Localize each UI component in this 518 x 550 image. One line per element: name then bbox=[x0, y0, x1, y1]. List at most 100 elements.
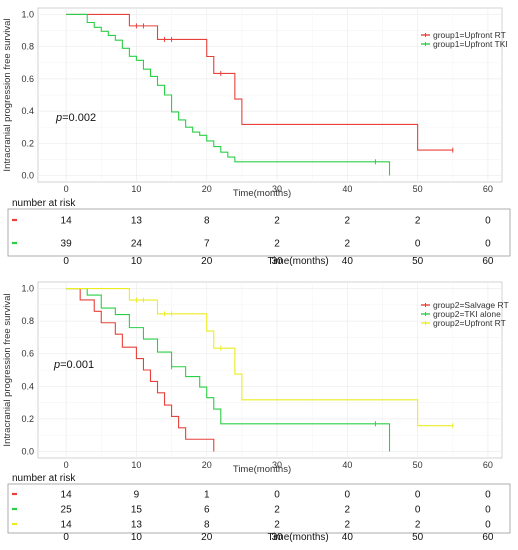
x-tick-label: 20 bbox=[202, 184, 212, 194]
x-axis-title: Time(months) bbox=[233, 188, 291, 199]
risk-axis-tick: 0 bbox=[63, 532, 69, 543]
risk-axis-tick: 30 bbox=[271, 256, 283, 267]
risk-count: 39 bbox=[61, 239, 73, 250]
p-value-symbol: p bbox=[53, 359, 60, 371]
x-tick-label: 20 bbox=[202, 460, 212, 470]
risk-axis-tick: 40 bbox=[342, 532, 354, 543]
x-tick-label: 40 bbox=[342, 460, 352, 470]
y-tick-label: 0.2 bbox=[21, 414, 34, 424]
risk-count: 0 bbox=[415, 239, 421, 250]
y-tick-label: 1.0 bbox=[21, 284, 34, 294]
y-tick-label: 0.6 bbox=[21, 74, 34, 84]
x-tick-label: 40 bbox=[342, 184, 352, 194]
x-tick-label: 10 bbox=[131, 184, 141, 194]
risk-count: 13 bbox=[131, 216, 143, 227]
p-value-symbol: p bbox=[55, 112, 62, 124]
risk-count: 0 bbox=[485, 490, 491, 501]
survival-curve-2 bbox=[66, 287, 391, 452]
risk-count: 7 bbox=[204, 239, 210, 250]
x-tick-label: 50 bbox=[413, 184, 423, 194]
risk-table-frame bbox=[7, 483, 511, 534]
risk-count: 2 bbox=[274, 216, 280, 227]
risk-axis-tick: 60 bbox=[482, 256, 494, 267]
x-tick-label: 0 bbox=[64, 460, 69, 470]
risk-table-title: number at risk bbox=[12, 473, 76, 484]
survival-curve-2 bbox=[66, 13, 391, 176]
x-tick-label: 50 bbox=[413, 460, 423, 470]
risk-count: 2 bbox=[274, 239, 280, 250]
risk-count: 0 bbox=[485, 239, 491, 250]
x-tick-label: 10 bbox=[131, 460, 141, 470]
x-tick-label: 0 bbox=[64, 184, 69, 194]
chart-1: 0.00.20.40.60.81.00 10 20 30 40 50 60Intracran… bbox=[2, 7, 511, 267]
risk-axis-tick: 10 bbox=[131, 256, 143, 267]
grid-lines bbox=[38, 8, 502, 182]
risk-axis-title: Time(months) bbox=[267, 256, 328, 267]
risk-count: 0 bbox=[485, 505, 491, 516]
risk-table-frame bbox=[7, 208, 511, 257]
risk-count: 0 bbox=[274, 490, 280, 501]
risk-axis-tick: 20 bbox=[201, 256, 213, 267]
y-tick-label: 0.8 bbox=[21, 316, 34, 326]
y-tick-label: 0.4 bbox=[21, 106, 34, 116]
risk-count: 2 bbox=[274, 505, 280, 516]
y-tick-label: 0.0 bbox=[21, 171, 34, 181]
risk-count: 25 bbox=[61, 505, 73, 516]
y-tick-label: 0.0 bbox=[21, 446, 34, 456]
risk-axis-tick: 0 bbox=[63, 256, 69, 267]
risk-count: 14 bbox=[61, 520, 73, 531]
y-axis-title: Intracranial progression free survival bbox=[2, 293, 13, 446]
risk-count: 2 bbox=[274, 520, 280, 531]
risk-table-title: number at risk bbox=[12, 198, 76, 209]
risk-count: 8 bbox=[204, 520, 210, 531]
risk-axis-tick: 60 bbox=[482, 532, 494, 543]
legend-label: group1=Upfront RT bbox=[433, 30, 506, 40]
risk-count: 6 bbox=[204, 505, 210, 516]
x-tick-label: 60 bbox=[483, 460, 493, 470]
risk-count: 9 bbox=[134, 490, 140, 501]
risk-count: 14 bbox=[61, 490, 73, 501]
p-value: p=0.001 bbox=[53, 359, 94, 371]
risk-count: 8 bbox=[204, 216, 210, 227]
survival-curve-1 bbox=[66, 287, 215, 452]
p-value-text: =0.001 bbox=[60, 359, 94, 371]
x-tick-label: 30 bbox=[272, 460, 282, 470]
risk-count: 0 bbox=[345, 490, 351, 501]
risk-count: 13 bbox=[131, 520, 143, 531]
risk-axis-tick: 30 bbox=[271, 532, 283, 543]
chart-2: 0.00.20.40.60.81.00 10 20 30 40 50 60Intracran… bbox=[2, 281, 511, 543]
y-tick-label: 1.0 bbox=[21, 9, 34, 19]
risk-count: 2 bbox=[345, 239, 351, 250]
risk-count: 2 bbox=[345, 520, 351, 531]
y-tick-label: 0.6 bbox=[21, 349, 34, 359]
p-value-text: =0.002 bbox=[62, 112, 96, 124]
risk-count: 2 bbox=[345, 216, 351, 227]
risk-axis-tick: 10 bbox=[131, 532, 143, 543]
risk-count: 14 bbox=[61, 216, 73, 227]
risk-count: 2 bbox=[415, 520, 421, 531]
risk-count: 24 bbox=[131, 239, 143, 250]
risk-count: 2 bbox=[415, 216, 421, 227]
risk-count: 0 bbox=[485, 520, 491, 531]
legend-label: group1=Upfront TKI bbox=[433, 39, 508, 49]
p-value: p=0.002 bbox=[55, 112, 96, 124]
risk-axis-title: Time(months) bbox=[267, 532, 328, 543]
risk-count: 2 bbox=[345, 505, 351, 516]
legend-label: group2=TKI alone bbox=[433, 309, 501, 319]
risk-axis-tick: 40 bbox=[342, 256, 354, 267]
x-tick-label: 30 bbox=[272, 184, 282, 194]
risk-count: 0 bbox=[415, 490, 421, 501]
legend-label: group2=Salvage RT bbox=[433, 300, 509, 310]
risk-count: 15 bbox=[131, 505, 143, 516]
legend-label: group2=Upfront RT bbox=[433, 318, 506, 328]
y-tick-label: 0.2 bbox=[21, 138, 34, 148]
x-tick-label: 60 bbox=[483, 184, 493, 194]
y-tick-label: 0.8 bbox=[21, 42, 34, 52]
x-axis-title: Time(months) bbox=[233, 464, 291, 475]
